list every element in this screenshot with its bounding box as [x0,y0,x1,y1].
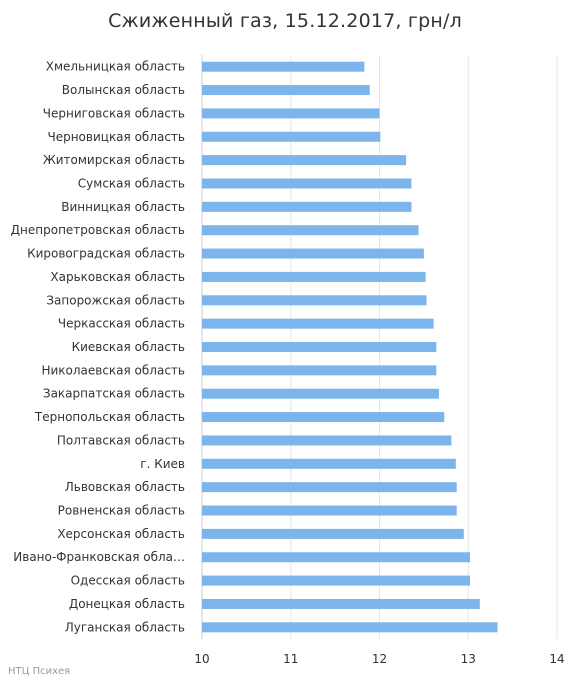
category-label: Львовская область [65,480,185,494]
bar[interactable] [202,412,445,423]
category-label: Николаевская область [41,363,185,377]
bar[interactable] [202,248,424,259]
bar[interactable] [202,225,419,236]
x-tick-label: 13 [461,652,476,666]
category-label: Кировоградская область [27,247,185,261]
x-tick-label: 11 [283,652,298,666]
bar[interactable] [202,482,457,493]
bar[interactable] [202,622,498,633]
category-label: Черновицкая область [47,130,185,144]
bar[interactable] [202,85,370,96]
bar[interactable] [202,458,456,469]
bar[interactable] [202,295,427,306]
bar[interactable] [202,108,380,119]
category-label: Винницкая область [61,200,185,214]
bar[interactable] [202,178,412,189]
category-label: Тернопольская область [34,410,185,424]
category-label: Житомирская область [43,153,185,167]
chart-title: Сжиженный газ, 15.12.2017, грн/л [108,10,462,32]
category-label: Одесская область [71,574,185,588]
category-label: Запорожская область [46,293,185,307]
bar[interactable] [202,528,464,539]
category-label: Волынская область [62,83,185,97]
bar[interactable] [202,342,437,352]
bars [202,61,498,633]
bar[interactable] [202,552,471,563]
x-tick-label: 14 [549,652,564,666]
category-label: Ивано-Франковская обла… [13,550,185,564]
category-label: Херсонская область [57,527,185,541]
bar[interactable] [202,131,381,142]
bar[interactable] [202,155,407,166]
bar[interactable] [202,598,480,609]
category-label: Днепропетровская область [11,223,185,237]
bar[interactable] [202,365,437,376]
category-label: Луганская область [65,620,185,634]
category-label: Хмельницкая область [46,60,185,74]
category-labels: Хмельницкая область Волынская область Черн… [11,60,185,635]
category-label: Сумская область [78,176,185,190]
category-label: Киевская область [72,340,185,354]
bar[interactable] [202,201,412,212]
bar[interactable] [202,575,471,586]
category-label: г. Киев [140,457,185,471]
category-label: Черкасская область [58,317,185,331]
category-label: Харьковская область [50,270,185,284]
bar[interactable] [202,271,426,282]
bar[interactable] [202,435,452,446]
x-tick-label: 10 [194,652,209,666]
category-label: Ровненская область [58,504,185,518]
bar[interactable] [202,318,434,329]
x-axis-tick-labels: 10 11 12 13 14 [194,652,564,666]
category-label: Черниговская область [43,106,185,120]
bar[interactable] [202,505,457,516]
credit-text: НТЦ Психея [8,666,71,677]
bar[interactable] [202,61,365,72]
category-label: Донецкая область [69,597,185,611]
bar[interactable] [202,388,439,399]
category-label: Закарпатская область [43,387,185,401]
category-label: Полтавская область [57,433,185,447]
x-tick-label: 12 [372,652,387,666]
